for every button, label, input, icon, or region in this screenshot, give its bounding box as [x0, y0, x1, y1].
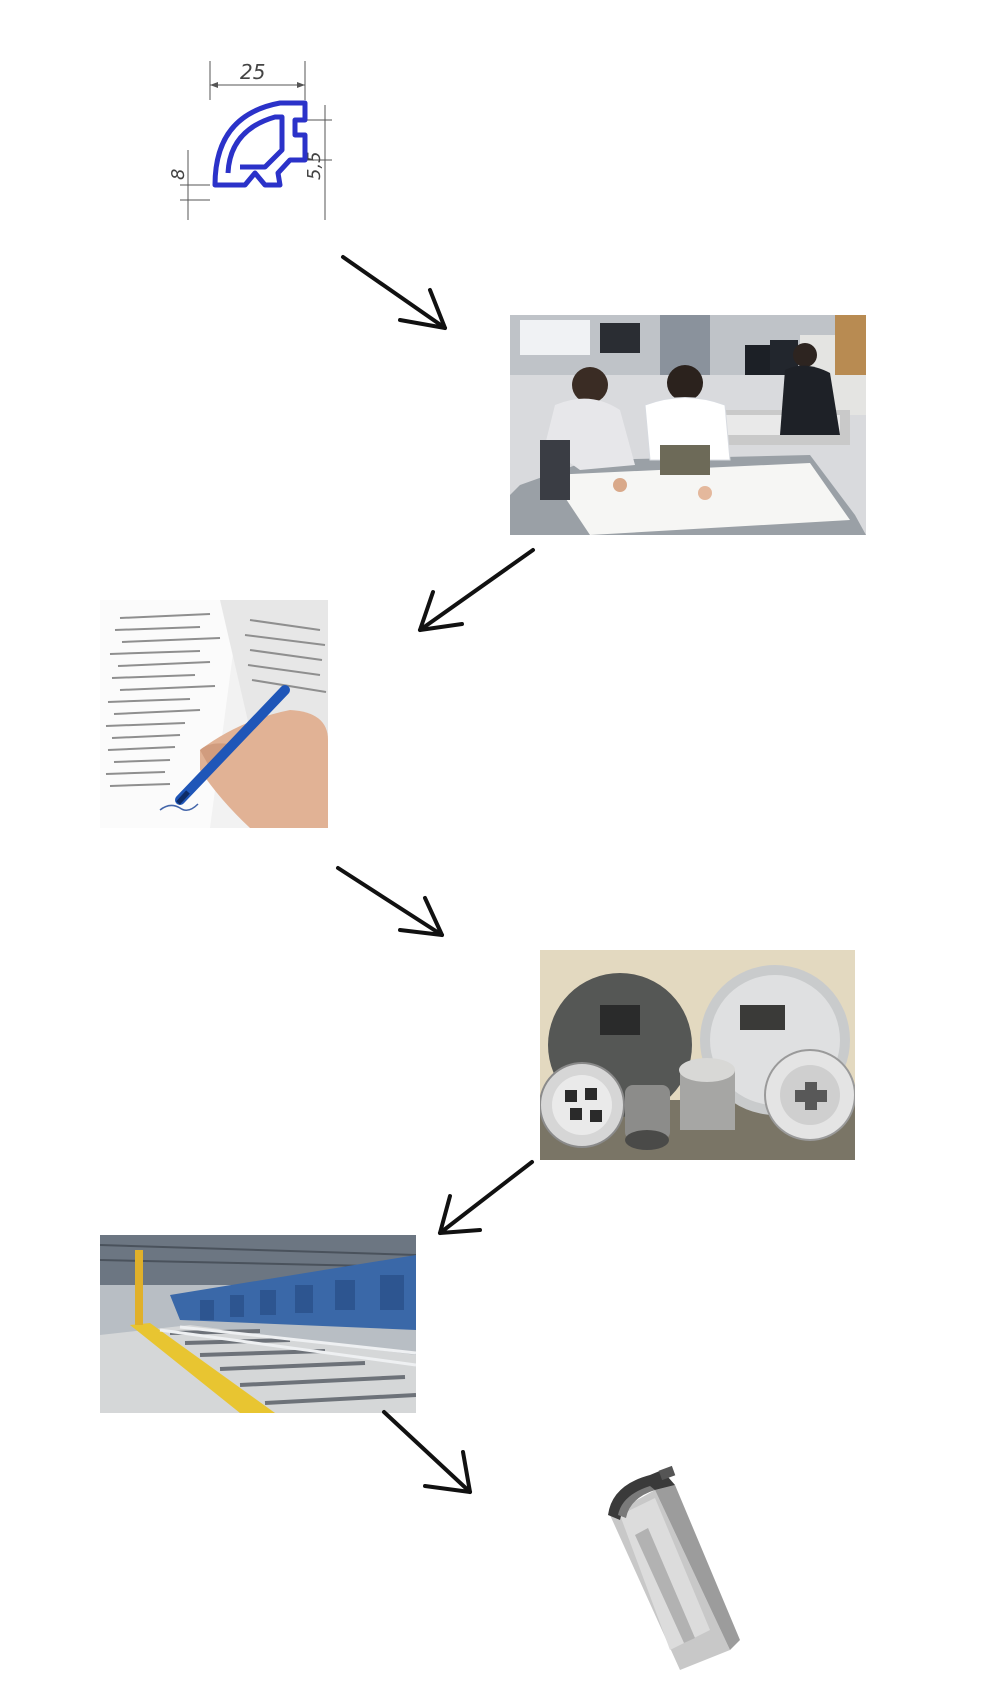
engineering-design: [510, 315, 866, 535]
engineers-at-table-icon: [510, 315, 866, 535]
extrusion-dies: [540, 950, 855, 1160]
arrow-contract-to-dies: [336, 866, 444, 937]
arrow-line-to-profile: [382, 1410, 472, 1494]
finished-profile: [600, 1460, 750, 1675]
contract-signing: [100, 600, 328, 828]
factory-extrusion-line-icon: [100, 1235, 416, 1413]
profile-drawing: 25 8 5,5: [170, 55, 340, 235]
dimension-left-label: 8: [170, 169, 189, 180]
arrow-design-to-contract: [418, 548, 535, 632]
dimension-right-label: 5,5: [304, 151, 325, 180]
dimension-width-label: 25: [240, 60, 265, 84]
arrow-dies-to-line: [438, 1160, 534, 1235]
arrow-drawing-to-design: [341, 255, 447, 330]
aluminium-profile-icon: [600, 1460, 750, 1675]
hand-signing-document-icon: [100, 600, 328, 828]
extrusion-dies-icon: [540, 950, 855, 1160]
extrusion-line: [100, 1235, 416, 1413]
profile-drawing-icon: 25 8 5,5: [170, 55, 340, 235]
